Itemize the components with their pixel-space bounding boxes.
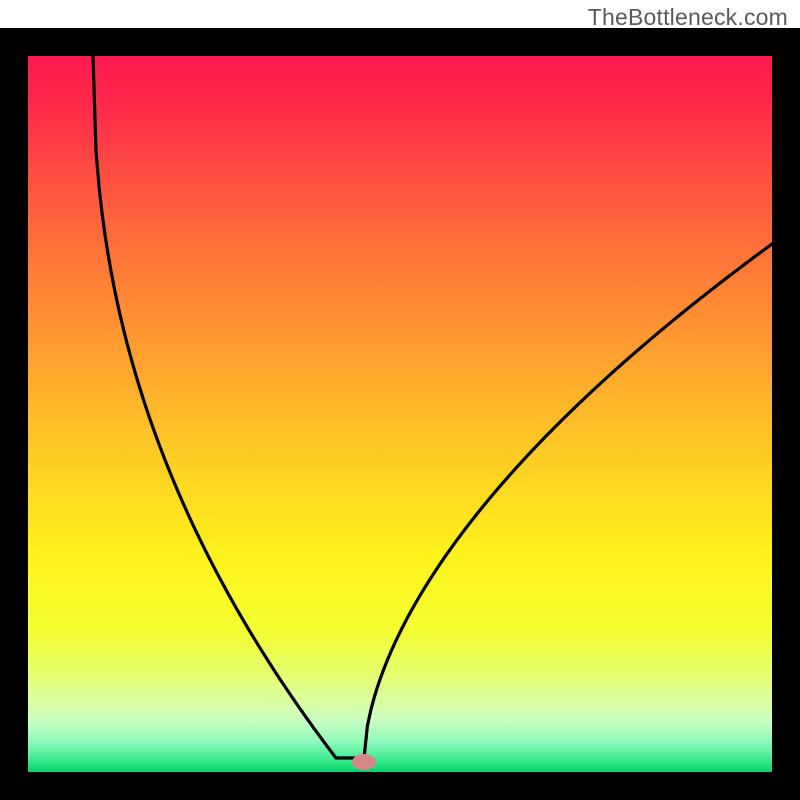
chart-frame: TheBottleneck.com: [0, 0, 800, 800]
optimal-point-marker: [352, 754, 376, 770]
bottleneck-chart: [0, 28, 800, 800]
chart-area: [0, 28, 800, 800]
gradient-background: [28, 56, 772, 772]
watermark-text: TheBottleneck.com: [588, 4, 788, 31]
